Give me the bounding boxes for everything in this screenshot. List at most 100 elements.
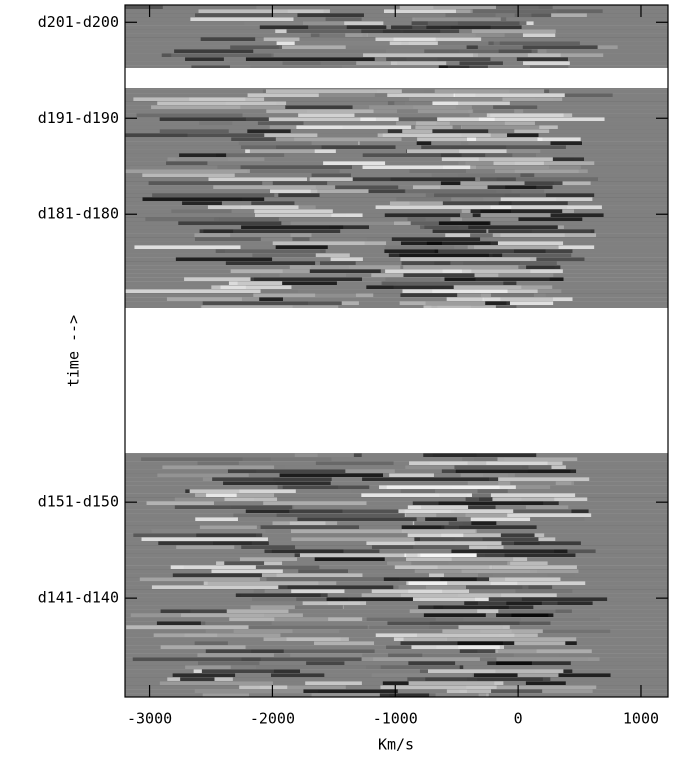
- image-streak: [214, 217, 279, 221]
- image-streak: [412, 17, 501, 21]
- image-streak: [411, 645, 500, 649]
- image-streak: [405, 189, 545, 193]
- image-streak: [529, 65, 569, 69]
- image-streak: [160, 609, 227, 613]
- image-streak: [514, 641, 566, 645]
- image-streak: [468, 109, 524, 113]
- image-streak: [446, 297, 484, 301]
- image-streak: [166, 297, 260, 301]
- image-noise: [125, 177, 668, 178]
- image-streak: [290, 529, 404, 533]
- image-streak: [290, 653, 363, 657]
- image-streak: [425, 677, 551, 681]
- image-streak: [481, 293, 546, 297]
- image-streak: [276, 513, 405, 517]
- image-streak: [237, 281, 337, 285]
- image-streak: [455, 545, 488, 549]
- image-noise: [125, 145, 668, 146]
- image-streak: [141, 537, 268, 541]
- image-streak: [240, 105, 370, 109]
- image-noise: [125, 661, 668, 662]
- image-streak: [175, 257, 273, 261]
- image-noise: [125, 33, 668, 34]
- image-streak: [266, 577, 400, 581]
- image-noise: [125, 293, 668, 294]
- image-streak: [239, 557, 298, 561]
- image-streak: [276, 145, 396, 149]
- image-streak: [404, 553, 505, 557]
- image-streak: [240, 593, 328, 597]
- image-streak: [215, 153, 285, 157]
- image-streak: [145, 217, 220, 221]
- image-streak: [224, 561, 265, 565]
- image-streak: [408, 661, 456, 665]
- image-streak: [352, 177, 476, 181]
- image-streak: [298, 569, 348, 573]
- image-streak: [496, 177, 599, 181]
- image-streak: [310, 189, 409, 193]
- image-streak: [462, 217, 583, 221]
- image-streak: [133, 533, 256, 537]
- image-streak: [308, 25, 347, 29]
- image-streak: [233, 513, 277, 517]
- image-streak: [167, 157, 265, 161]
- image-noise: [125, 577, 668, 578]
- image-streak: [190, 609, 289, 613]
- image-noise: [125, 529, 668, 530]
- image-streak: [206, 493, 237, 497]
- image-streak: [299, 553, 407, 557]
- image-streak: [211, 569, 283, 573]
- image-streak: [247, 169, 340, 173]
- image-streak: [433, 605, 534, 609]
- image-streak: [366, 541, 502, 545]
- image-streak: [375, 205, 512, 209]
- image-streak: [142, 173, 235, 177]
- image-streak: [477, 649, 592, 653]
- image-noise: [125, 185, 668, 186]
- image-streak: [441, 157, 553, 161]
- image-streak: [447, 65, 488, 69]
- image-streak: [385, 277, 441, 281]
- image-noise: [125, 261, 668, 262]
- data-gap: [125, 308, 668, 453]
- image-streak: [425, 193, 546, 197]
- image-noise: [125, 645, 668, 646]
- image-streak: [225, 261, 316, 265]
- image-streak: [464, 617, 601, 621]
- image-streak: [401, 529, 477, 533]
- image-noise: [125, 141, 668, 142]
- image-streak: [176, 545, 235, 549]
- image-streak: [250, 277, 363, 281]
- image-streak: [251, 201, 295, 205]
- image-streak: [159, 681, 273, 685]
- image-streak: [490, 241, 564, 245]
- image-noise: [125, 621, 668, 622]
- image-streak: [203, 229, 341, 233]
- image-streak: [429, 461, 563, 465]
- image-noise: [125, 633, 668, 634]
- image-streak: [166, 161, 208, 165]
- image-streak: [403, 273, 475, 277]
- image-streak: [490, 581, 586, 585]
- image-noise: [125, 609, 668, 610]
- image-streak: [527, 53, 561, 57]
- image-streak: [189, 489, 296, 493]
- image-streak: [160, 645, 246, 649]
- image-streak: [261, 573, 363, 577]
- image-streak: [443, 573, 575, 577]
- image-noise: [125, 93, 668, 94]
- image-streak: [492, 565, 577, 569]
- image-streak: [457, 293, 491, 297]
- image-streak: [239, 685, 288, 689]
- image-streak: [488, 41, 580, 45]
- image-streak: [517, 673, 559, 677]
- image-noise: [125, 657, 668, 658]
- image-noise: [125, 225, 668, 226]
- image-noise: [125, 265, 668, 266]
- image-streak: [401, 525, 445, 529]
- image-streak: [446, 689, 492, 693]
- image-noise: [125, 689, 668, 690]
- image-streak: [197, 661, 260, 665]
- image-streak: [251, 49, 386, 53]
- image-streak: [408, 581, 448, 585]
